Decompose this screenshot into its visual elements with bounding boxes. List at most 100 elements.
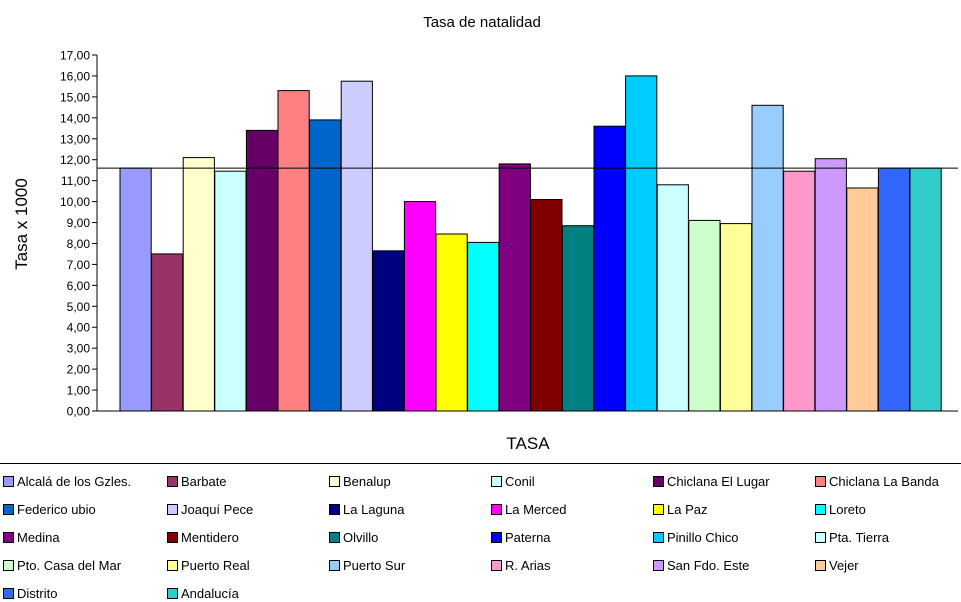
legend-swatch — [3, 559, 14, 571]
legend-item: Mentidero — [167, 529, 239, 545]
bar-puerto-sur — [751, 104, 784, 412]
y-tick-label: 3,00 — [67, 342, 91, 356]
legend-swatch — [329, 475, 340, 487]
legend-item: Chiclana La Banda — [815, 473, 939, 489]
legend-label: La Merced — [505, 501, 567, 517]
legend-swatch — [491, 503, 502, 515]
bar-olvillo — [561, 225, 595, 412]
legend-item: Alcalá de los Gzles. — [3, 473, 131, 489]
legend-swatch — [491, 559, 502, 571]
legend-swatch — [815, 475, 826, 487]
legend-swatch — [167, 475, 178, 487]
bar-medina — [498, 163, 531, 412]
legend-label: Olvillo — [343, 529, 379, 545]
bar-vejer — [846, 187, 879, 412]
bar-la-merced — [403, 201, 437, 412]
legend-label: Loreto — [829, 501, 866, 517]
legend-swatch — [3, 475, 14, 487]
legend-swatch — [815, 559, 826, 571]
bar-federico-ubio — [309, 119, 342, 412]
y-tick-label: 12,00 — [60, 153, 90, 167]
legend-label: Alcalá de los Gzles. — [17, 473, 132, 489]
y-tick-label: 15,00 — [60, 90, 90, 104]
y-tick-label: 13,00 — [60, 132, 90, 146]
legend-item: Federico ubio — [3, 501, 96, 517]
bar-barbate — [151, 253, 184, 412]
legend-item: Puerto Sur — [329, 557, 405, 573]
legend-item: Benalup — [329, 473, 391, 489]
legend-swatch — [329, 503, 340, 515]
legend-swatch — [491, 475, 502, 487]
bar-chiclana-la-banda — [277, 90, 310, 412]
bar-alcala-de-los-gzles — [119, 167, 152, 412]
y-axis-label: Tasa x 1000 — [12, 178, 31, 270]
y-tick-label: 16,00 — [60, 69, 90, 83]
legend-swatch — [653, 531, 664, 543]
legend-label: Puerto Sur — [343, 557, 406, 573]
legend-swatch — [167, 587, 178, 599]
legend-label: Andalucía — [181, 585, 239, 601]
bar-distrito — [877, 167, 911, 412]
legend-swatch — [815, 531, 826, 543]
legend-label: Pinillo Chico — [667, 529, 739, 545]
legend-label: Paterna — [505, 529, 551, 545]
legend-label: Federico ubio — [17, 501, 96, 517]
legend-item: La Merced — [491, 501, 566, 517]
legend-label: Barbate — [181, 473, 227, 489]
legend-item: Chiclana El Lugar — [653, 473, 770, 489]
legend-item: Barbate — [167, 473, 227, 489]
legend-label: Chiclana El Lugar — [667, 473, 770, 489]
bar-pinillo-chico — [625, 75, 658, 412]
legend-label: R. Arias — [505, 557, 551, 573]
legend-item: Pinillo Chico — [653, 529, 739, 545]
legend: Alcalá de los Gzles. Barbate Benalup Conil C… — [0, 463, 961, 601]
y-tick-label: 6,00 — [67, 279, 91, 293]
legend-label: Mentidero — [181, 529, 239, 545]
legend-item: Conil — [491, 473, 535, 489]
legend-item: Loreto — [815, 501, 866, 517]
legend-swatch — [653, 559, 664, 571]
legend-swatch — [167, 559, 178, 571]
bar-loreto — [467, 241, 500, 412]
y-tick-label: 0,00 — [67, 405, 91, 419]
legend-swatch — [653, 503, 664, 515]
y-tick-label: 10,00 — [60, 195, 90, 209]
x-axis-label: TASA — [506, 434, 550, 453]
legend-label: Joaquí Pece — [181, 501, 254, 517]
legend-label: Chiclana La Banda — [829, 473, 939, 489]
y-tick-label: 4,00 — [67, 321, 91, 335]
bar-la-paz — [435, 233, 468, 412]
bar-la-laguna — [372, 250, 405, 412]
legend-label: Distrito — [17, 585, 58, 601]
legend-label: Puerto Real — [181, 557, 250, 573]
bar-joaqui-pece — [340, 80, 373, 412]
legend-item: Andalucía — [167, 585, 239, 601]
bar-pto-casa-del-mar — [688, 219, 721, 412]
bar-puerto-real — [719, 223, 753, 412]
bar-pta-tierra — [656, 184, 689, 412]
legend-item: Pta. Tierra — [815, 529, 889, 545]
y-tick-label: 7,00 — [67, 258, 91, 272]
legend-swatch — [815, 503, 826, 515]
legend-swatch — [167, 531, 178, 543]
legend-item: La Paz — [653, 501, 707, 517]
y-tick-label: 8,00 — [67, 237, 91, 251]
legend-item: Puerto Real — [167, 557, 250, 573]
y-tick-label: 1,00 — [67, 384, 91, 398]
y-tick-label: 9,00 — [67, 216, 91, 230]
legend-item: Pto. Casa del Mar — [3, 557, 121, 573]
y-tick-label: 14,00 — [60, 111, 90, 125]
legend-item: R. Arias — [491, 557, 551, 573]
legend-item: Distrito — [3, 585, 57, 601]
bar-conil — [214, 170, 247, 412]
bar-andalucia — [909, 167, 942, 412]
bar-benalup — [182, 157, 215, 412]
legend-item: Vejer — [815, 557, 859, 573]
legend-label: Pto. Casa del Mar — [17, 557, 122, 573]
legend-swatch — [329, 559, 340, 571]
legend-swatch — [491, 531, 502, 543]
legend-swatch — [329, 531, 340, 543]
y-tick-label: 2,00 — [67, 363, 91, 377]
chart-title: Tasa de natalidad — [423, 14, 541, 31]
